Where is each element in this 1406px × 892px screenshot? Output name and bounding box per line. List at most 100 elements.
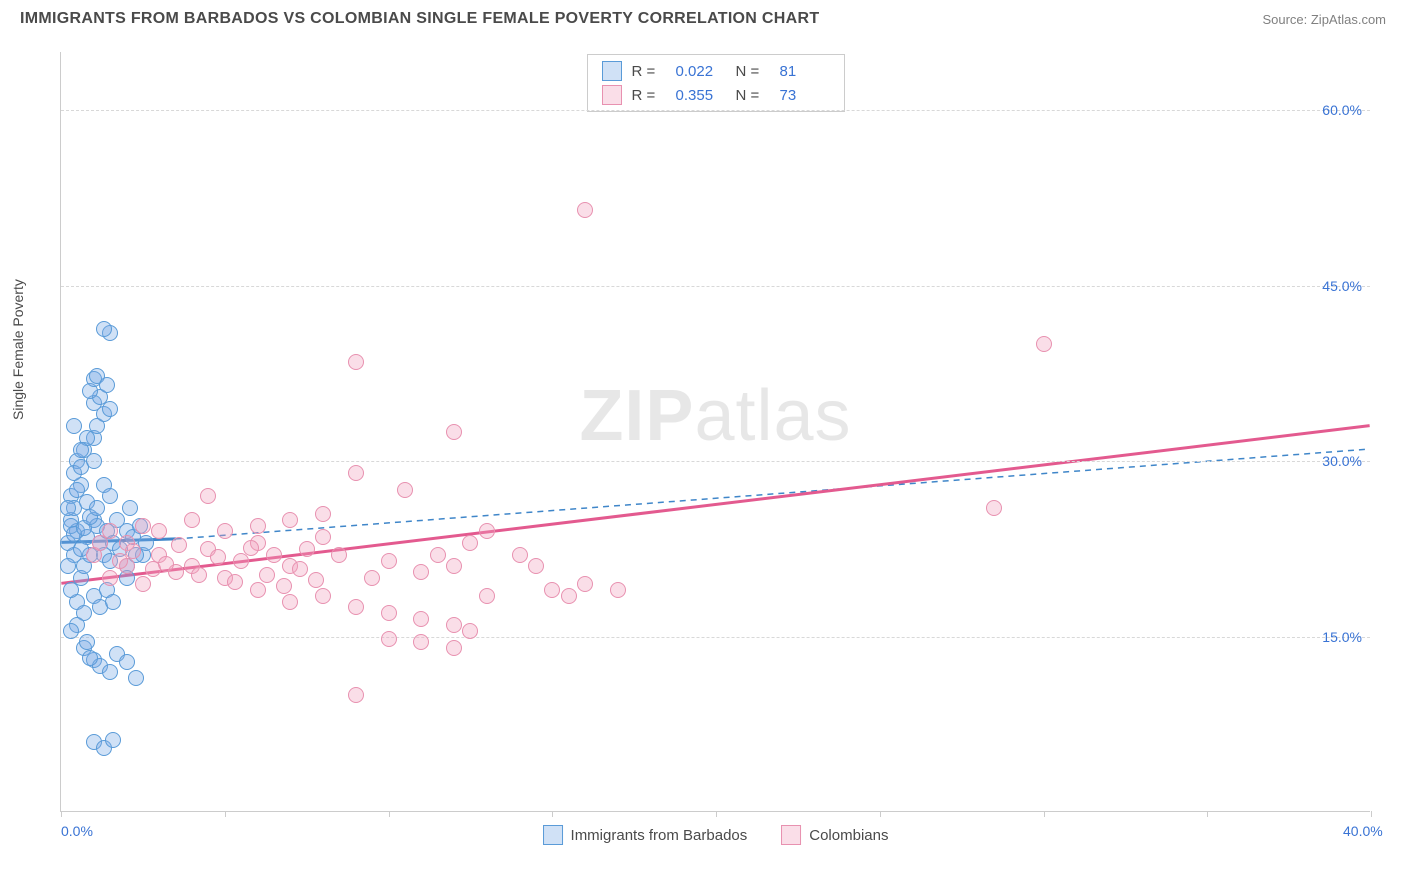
scatter-point xyxy=(227,574,243,590)
scatter-point xyxy=(308,572,324,588)
scatter-point xyxy=(364,570,380,586)
scatter-point xyxy=(430,547,446,563)
y-tick-label: 15.0% xyxy=(1322,629,1362,645)
scatter-point xyxy=(73,442,89,458)
scatter-point xyxy=(610,582,626,598)
scatter-point xyxy=(577,576,593,592)
scatter-point xyxy=(348,354,364,370)
scatter-point xyxy=(151,523,167,539)
scatter-point xyxy=(315,529,331,545)
legend-stats-row-2: R = 0.355 N = 73 xyxy=(588,83,844,107)
scatter-point xyxy=(102,664,118,680)
scatter-point xyxy=(282,594,298,610)
scatter-point xyxy=(86,453,102,469)
scatter-point xyxy=(446,558,462,574)
scatter-point xyxy=(299,541,315,557)
scatter-point xyxy=(89,500,105,516)
scatter-point xyxy=(348,599,364,615)
scatter-point xyxy=(102,488,118,504)
scatter-point xyxy=(63,582,79,598)
scatter-point xyxy=(243,540,259,556)
scatter-point xyxy=(171,537,187,553)
legend-stats: R = 0.022 N = 81 R = 0.355 N = 73 xyxy=(587,54,845,112)
scatter-point xyxy=(105,594,121,610)
scatter-point xyxy=(158,556,174,572)
scatter-point xyxy=(413,564,429,580)
scatter-point xyxy=(217,523,233,539)
scatter-point xyxy=(544,582,560,598)
gridline xyxy=(61,110,1370,111)
gridline xyxy=(61,637,1370,638)
scatter-point xyxy=(105,732,121,748)
scatter-point xyxy=(292,561,308,577)
scatter-point xyxy=(462,623,478,639)
legend-item-barbados: Immigrants from Barbados xyxy=(543,825,748,845)
chart-title: IMMIGRANTS FROM BARBADOS VS COLOMBIAN SI… xyxy=(20,10,819,28)
scatter-point xyxy=(60,558,76,574)
scatter-point xyxy=(184,512,200,528)
scatter-point xyxy=(63,623,79,639)
scatter-point xyxy=(191,567,207,583)
y-axis-label: Single Female Poverty xyxy=(10,279,26,420)
legend-item-colombians: Colombians xyxy=(781,825,888,845)
scatter-point xyxy=(381,631,397,647)
scatter-point xyxy=(96,321,112,337)
legend-stats-row-1: R = 0.022 N = 81 xyxy=(588,59,844,83)
scatter-point xyxy=(381,553,397,569)
scatter-point xyxy=(282,512,298,528)
chart-source: Source: ZipAtlas.com xyxy=(1262,12,1386,27)
scatter-point xyxy=(577,202,593,218)
scatter-point xyxy=(528,558,544,574)
trend-lines-layer xyxy=(61,52,1370,811)
scatter-point xyxy=(512,547,528,563)
scatter-point xyxy=(479,523,495,539)
scatter-point xyxy=(315,588,331,604)
scatter-point xyxy=(79,634,95,650)
scatter-point xyxy=(102,570,118,586)
scatter-point xyxy=(69,482,85,498)
scatter-point xyxy=(128,670,144,686)
scatter-point xyxy=(446,640,462,656)
x-tick xyxy=(1207,811,1208,817)
scatter-point xyxy=(1036,336,1052,352)
scatter-point xyxy=(119,654,135,670)
scatter-point xyxy=(99,377,115,393)
scatter-point xyxy=(446,424,462,440)
scatter-point xyxy=(986,500,1002,516)
scatter-point xyxy=(413,611,429,627)
x-tick xyxy=(880,811,881,817)
swatch-barbados xyxy=(602,61,622,81)
x-tick xyxy=(716,811,717,817)
scatter-point xyxy=(561,588,577,604)
y-tick-label: 30.0% xyxy=(1322,453,1362,469)
y-tick-label: 45.0% xyxy=(1322,278,1362,294)
scatter-point xyxy=(413,634,429,650)
scatter-point xyxy=(348,465,364,481)
scatter-point xyxy=(446,617,462,633)
y-tick-label: 60.0% xyxy=(1322,102,1362,118)
scatter-point xyxy=(397,482,413,498)
x-tick xyxy=(1371,811,1372,817)
x-tick-label: 0.0% xyxy=(61,823,93,839)
scatter-point xyxy=(348,687,364,703)
x-tick xyxy=(225,811,226,817)
scatter-point xyxy=(60,500,76,516)
scatter-point xyxy=(66,418,82,434)
scatter-point xyxy=(250,518,266,534)
x-tick xyxy=(389,811,390,817)
scatter-point xyxy=(82,650,98,666)
scatter-point xyxy=(266,547,282,563)
scatter-point xyxy=(315,506,331,522)
scatter-point xyxy=(462,535,478,551)
chart-header: IMMIGRANTS FROM BARBADOS VS COLOMBIAN SI… xyxy=(0,0,1406,32)
scatter-point xyxy=(135,576,151,592)
swatch-colombians xyxy=(602,85,622,105)
x-tick-label: 40.0% xyxy=(1343,823,1383,839)
x-tick xyxy=(552,811,553,817)
scatter-point xyxy=(259,567,275,583)
gridline xyxy=(61,461,1370,462)
swatch-colombians xyxy=(781,825,801,845)
scatter-point xyxy=(331,547,347,563)
gridline xyxy=(61,286,1370,287)
swatch-barbados xyxy=(543,825,563,845)
